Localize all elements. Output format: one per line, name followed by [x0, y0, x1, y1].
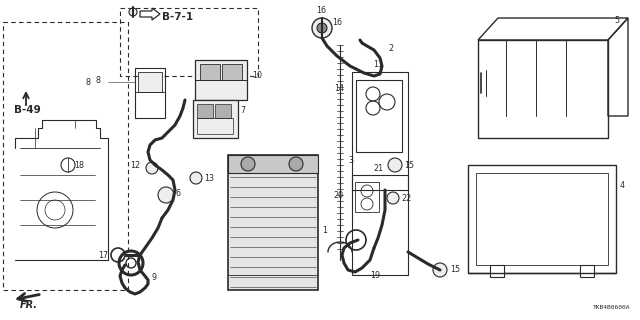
Text: 20: 20	[334, 190, 344, 199]
Bar	[3, 22, 128, 290]
Circle shape	[289, 157, 303, 171]
Text: 11: 11	[373, 60, 383, 68]
Bar	[468, 165, 616, 273]
Text: 16: 16	[316, 5, 326, 14]
Text: B-7-1: B-7-1	[162, 12, 193, 22]
Circle shape	[241, 157, 255, 171]
Bar	[200, 64, 220, 80]
Circle shape	[317, 23, 327, 33]
Bar	[228, 155, 318, 173]
Bar	[490, 265, 504, 277]
Text: 1: 1	[322, 226, 327, 235]
Bar	[352, 72, 408, 190]
Circle shape	[387, 192, 399, 204]
Bar	[195, 60, 247, 100]
Text: 7: 7	[240, 106, 245, 115]
Circle shape	[433, 263, 447, 277]
Text: 12: 12	[130, 161, 140, 170]
Bar	[355, 182, 379, 212]
Circle shape	[146, 162, 158, 174]
Bar	[356, 80, 402, 152]
Bar	[120, 8, 258, 76]
Text: 5: 5	[614, 15, 619, 25]
Text: 9: 9	[152, 274, 157, 283]
Text: 19: 19	[370, 270, 380, 279]
Circle shape	[312, 18, 332, 38]
Circle shape	[388, 158, 402, 172]
Text: 17: 17	[98, 251, 108, 260]
Text: 18: 18	[74, 161, 84, 170]
Bar	[135, 68, 165, 118]
Bar	[222, 64, 242, 80]
Text: 15: 15	[404, 161, 414, 170]
Circle shape	[158, 187, 174, 203]
Text: 6: 6	[176, 188, 181, 197]
Bar	[228, 155, 318, 290]
Bar	[215, 104, 231, 118]
Text: 4: 4	[620, 180, 625, 189]
Bar	[138, 72, 162, 92]
Text: B-49: B-49	[14, 105, 41, 115]
Bar	[193, 100, 238, 138]
Bar	[197, 118, 233, 134]
Text: 22: 22	[401, 194, 412, 203]
Text: 8: 8	[86, 77, 91, 86]
Text: 14: 14	[334, 84, 344, 92]
Text: 15: 15	[450, 266, 460, 275]
Bar	[352, 175, 408, 275]
Text: 2: 2	[388, 44, 393, 52]
Text: 16: 16	[332, 18, 342, 27]
Text: 13: 13	[204, 173, 214, 182]
Bar	[197, 104, 213, 118]
Circle shape	[129, 8, 137, 16]
Bar	[478, 40, 608, 138]
Text: 21: 21	[373, 164, 383, 172]
Text: 3: 3	[348, 156, 353, 164]
Text: 10: 10	[252, 70, 262, 79]
Text: 8: 8	[95, 76, 100, 84]
Bar	[580, 265, 594, 277]
Circle shape	[190, 172, 202, 184]
Bar	[476, 173, 608, 265]
Text: TKB4B0600A: TKB4B0600A	[593, 305, 630, 310]
Text: FR.: FR.	[20, 300, 38, 310]
